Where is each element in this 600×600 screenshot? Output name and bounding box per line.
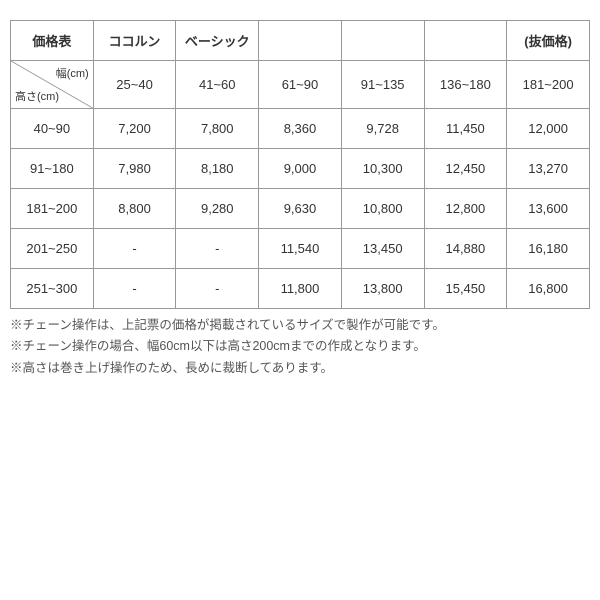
price-row: 181~200 8,800 9,280 9,630 10,800 12,800 …	[11, 189, 590, 229]
price-cell: -	[176, 269, 259, 309]
height-label: 181~200	[11, 189, 94, 229]
height-label: 251~300	[11, 269, 94, 309]
price-cell: 15,450	[424, 269, 507, 309]
group-2: ベーシック	[176, 21, 259, 61]
price-cell: 10,800	[341, 189, 424, 229]
price-cell: 11,540	[259, 229, 342, 269]
group-1: ココルン	[93, 21, 176, 61]
price-cell: 7,800	[176, 109, 259, 149]
width-col: 25~40	[93, 61, 176, 109]
price-type: (抜価格)	[507, 21, 590, 61]
height-label: 201~250	[11, 229, 94, 269]
price-cell: 14,880	[424, 229, 507, 269]
width-col: 61~90	[259, 61, 342, 109]
price-cell: 12,800	[424, 189, 507, 229]
price-cell: 9,280	[176, 189, 259, 229]
header-row: 価格表 ココルン ベーシック (抜価格)	[11, 21, 590, 61]
width-axis-label: 幅(cm)	[56, 65, 89, 81]
price-cell: -	[176, 229, 259, 269]
width-labels-row: 幅(cm) 高さ(cm) 25~40 41~60 61~90 91~135 13…	[11, 61, 590, 109]
price-cell: 8,180	[176, 149, 259, 189]
height-label: 40~90	[11, 109, 94, 149]
price-cell: 13,270	[507, 149, 590, 189]
width-col: 41~60	[176, 61, 259, 109]
price-row: 251~300 - - 11,800 13,800 15,450 16,800	[11, 269, 590, 309]
table-title: 価格表	[11, 21, 94, 61]
price-cell: 11,450	[424, 109, 507, 149]
price-cell: 8,360	[259, 109, 342, 149]
note-line: ※チェーン操作は、上記票の価格が掲載されているサイズで製作が可能です。	[10, 315, 590, 336]
price-cell: 13,800	[341, 269, 424, 309]
price-cell: 8,800	[93, 189, 176, 229]
price-cell: 9,728	[341, 109, 424, 149]
price-row: 201~250 - - 11,540 13,450 14,880 16,180	[11, 229, 590, 269]
price-cell: 7,200	[93, 109, 176, 149]
price-cell: 7,980	[93, 149, 176, 189]
note-line: ※チェーン操作の場合、幅60cm以下は高さ200cmまでの作成となります。	[10, 336, 590, 357]
notes-block: ※チェーン操作は、上記票の価格が掲載されているサイズで製作が可能です。 ※チェー…	[10, 315, 590, 379]
blank-header	[424, 21, 507, 61]
price-row: 91~180 7,980 8,180 9,000 10,300 12,450 1…	[11, 149, 590, 189]
price-row: 40~90 7,200 7,800 8,360 9,728 11,450 12,…	[11, 109, 590, 149]
height-axis-label: 高さ(cm)	[15, 88, 59, 104]
price-cell: -	[93, 229, 176, 269]
price-cell: 13,450	[341, 229, 424, 269]
width-col: 91~135	[341, 61, 424, 109]
price-cell: 9,630	[259, 189, 342, 229]
price-cell: 11,800	[259, 269, 342, 309]
price-cell: 10,300	[341, 149, 424, 189]
blank-header	[259, 21, 342, 61]
price-cell: 13,600	[507, 189, 590, 229]
price-cell: 9,000	[259, 149, 342, 189]
price-cell: 16,180	[507, 229, 590, 269]
price-cell: -	[93, 269, 176, 309]
width-col: 181~200	[507, 61, 590, 109]
width-col: 136~180	[424, 61, 507, 109]
height-label: 91~180	[11, 149, 94, 189]
price-table: 価格表 ココルン ベーシック (抜価格) 幅(cm) 高さ(cm) 25~40 …	[10, 20, 590, 309]
note-line: ※高さは巻き上げ操作のため、長めに裁断してあります。	[10, 358, 590, 379]
price-cell: 12,450	[424, 149, 507, 189]
diagonal-header: 幅(cm) 高さ(cm)	[11, 61, 94, 109]
price-cell: 16,800	[507, 269, 590, 309]
blank-header	[341, 21, 424, 61]
price-cell: 12,000	[507, 109, 590, 149]
